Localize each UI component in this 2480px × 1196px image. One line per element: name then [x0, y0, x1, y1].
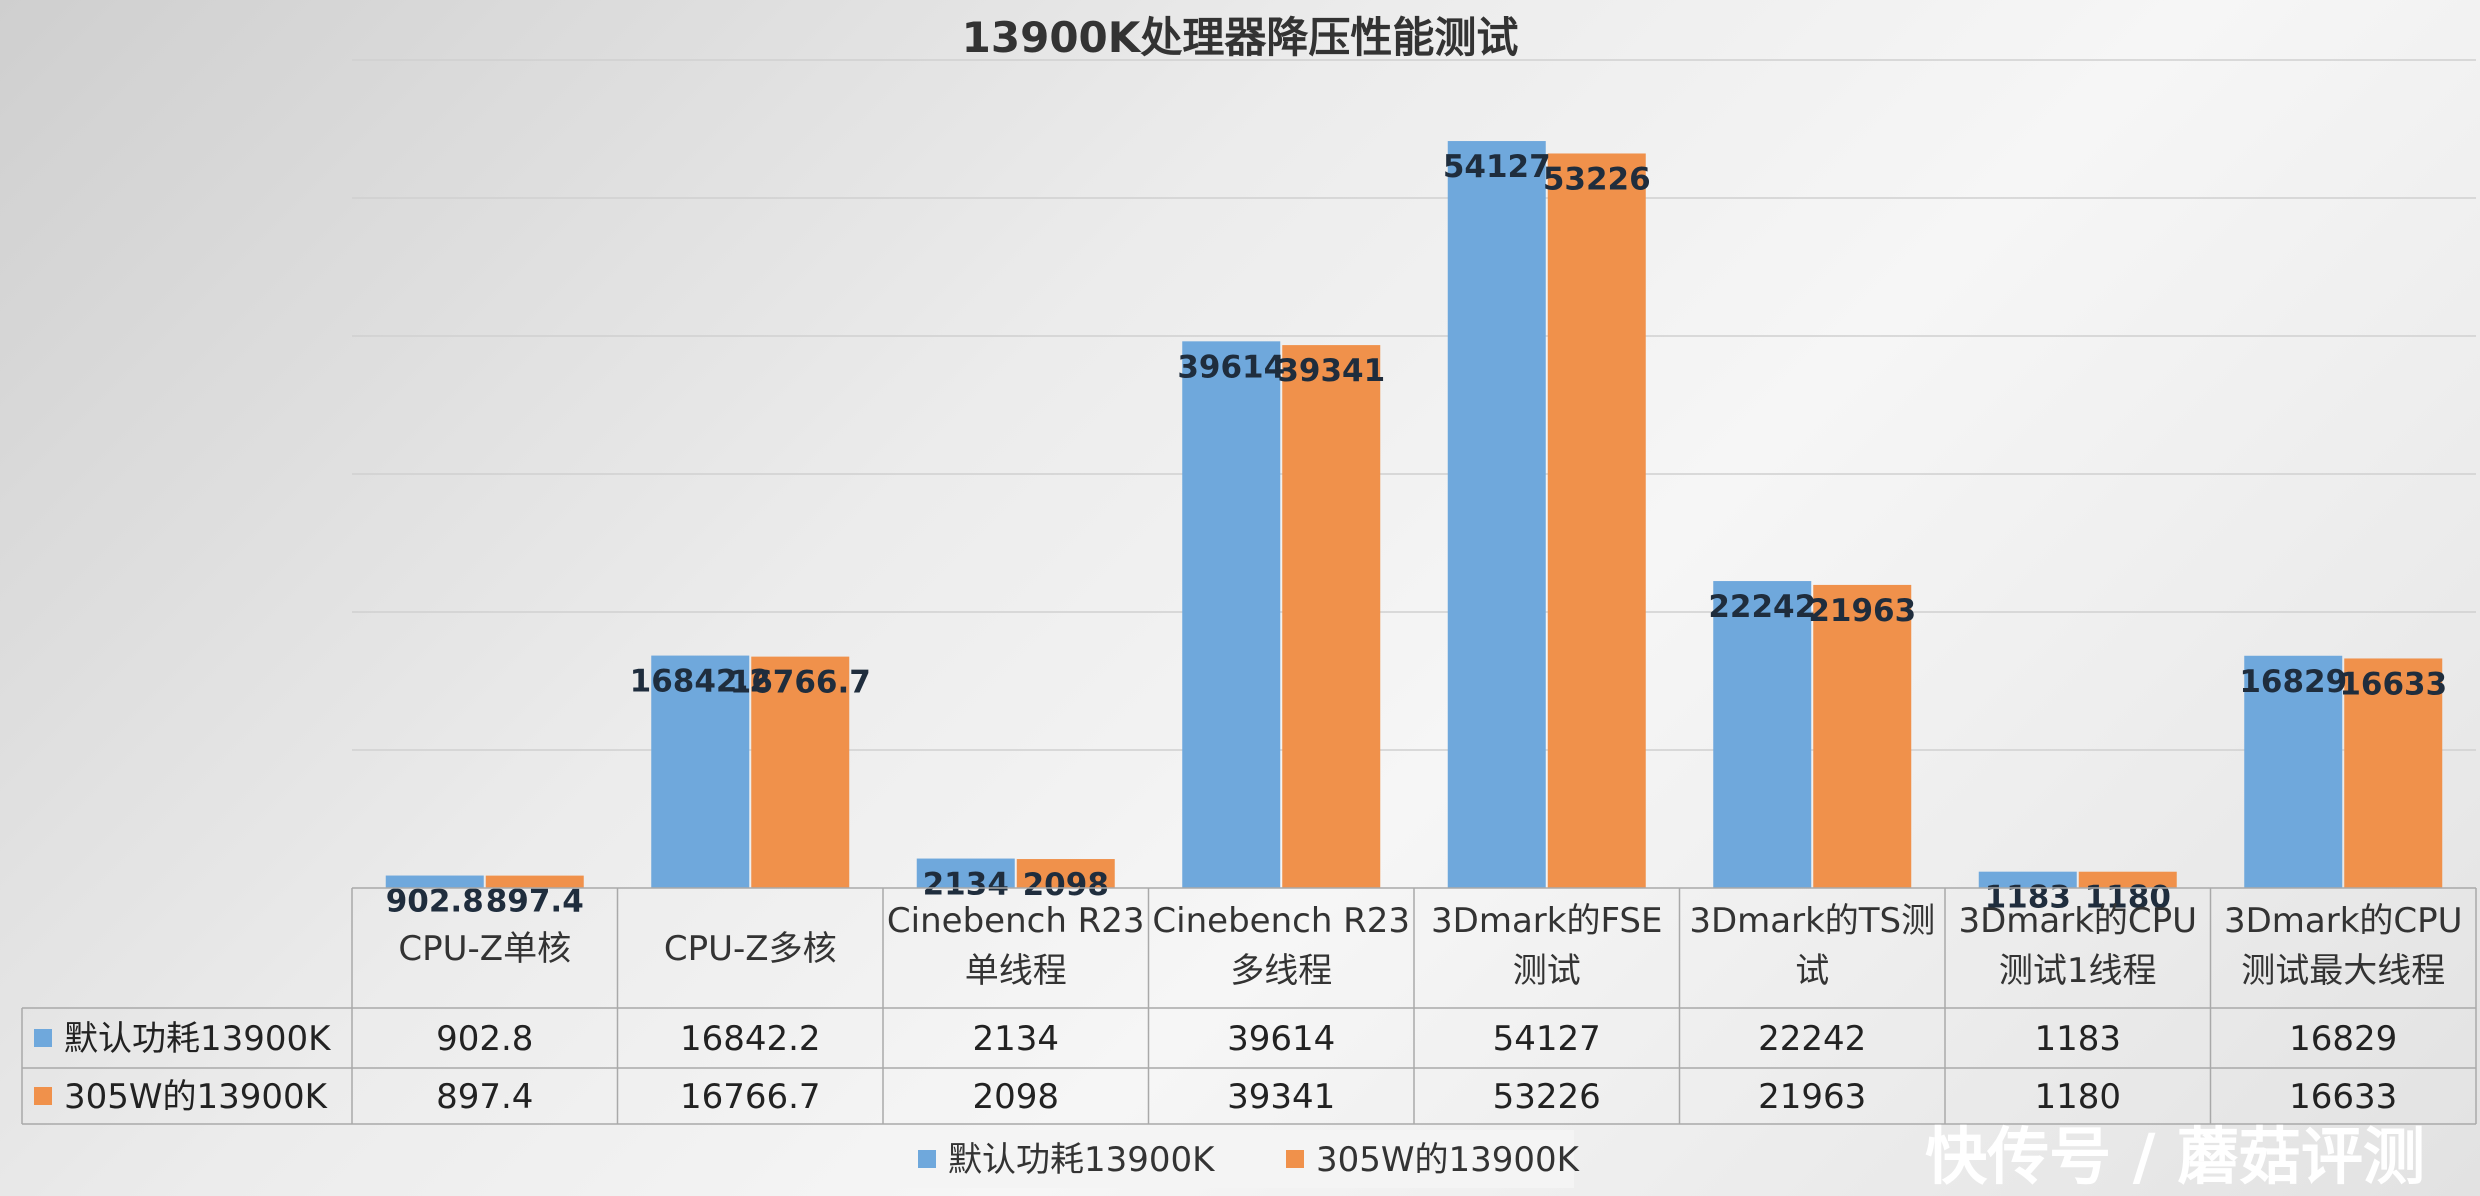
table-cell-series-1-7: 1183 — [2034, 1019, 2121, 1059]
bar-series-1-6 — [1713, 581, 1812, 888]
bar-series-2-8 — [2344, 658, 2443, 888]
category-label-5: 3Dmark的FSE 测试 — [1431, 901, 1662, 991]
table-cell-series-2-3: 2098 — [972, 1077, 1059, 1117]
table-series-name-1: 默认功耗13900K — [64, 1019, 332, 1059]
bar-series-1-3 — [916, 858, 1015, 888]
table-cell-series-1-5: 54127 — [1493, 1019, 1601, 1059]
data-label-series-2-7: 1180 — [2085, 880, 2171, 916]
bar-series-2-6 — [1813, 584, 1912, 888]
table-cell-series-1-3: 2134 — [972, 1019, 1059, 1059]
data-label-series-1-3: 2134 — [923, 867, 1009, 903]
bar-series-1-5 — [1447, 141, 1546, 889]
category-label-1: CPU-Z单核 — [398, 929, 571, 969]
bar-series-2-2 — [751, 656, 850, 888]
legend-key-series-1 — [918, 1150, 936, 1168]
data-labels: 902.8 16842.2 2134 39614 54127 22242 1183 16829… — [386, 149, 2447, 920]
table-key-series-1 — [34, 1029, 52, 1047]
bar-series-1-8 — [2244, 655, 2343, 888]
table-cell-series-1-8: 16829 — [2289, 1019, 2397, 1059]
gridlines — [352, 59, 2476, 751]
data-label-series-2-3: 2098 — [1023, 867, 1109, 903]
data-label-series-1-2: 16842.2 — [630, 664, 771, 700]
bar-series-2-4 — [1282, 345, 1381, 888]
data-table: CPU-Z单核 CPU-Z多核 Cinebench R23 单线程Cinebench … — [21, 887, 2477, 1125]
bar-series-1-7 — [1978, 871, 2077, 888]
table-cell-series-2-1: 897.4 — [436, 1077, 533, 1117]
bar-series-2-5 — [1547, 153, 1646, 888]
data-label-series-1-1: 902.8 — [386, 884, 484, 920]
data-label-series-2-8: 16633 — [2339, 666, 2447, 702]
data-label-series-1-8: 16829 — [2239, 664, 2347, 700]
bar-series-2-1 — [485, 875, 584, 888]
data-label-series-2-5: 53226 — [1543, 161, 1651, 197]
table-cell-series-1-1: 902.8 — [436, 1019, 533, 1059]
table-cell-series-2-7: 1180 — [2034, 1077, 2121, 1117]
data-label-series-1-5: 54127 — [1443, 149, 1551, 185]
category-label-4: Cinebench R23 多线程 — [1152, 901, 1410, 991]
table-cell-series-2-5: 53226 — [1493, 1077, 1601, 1117]
table-key-series-2 — [34, 1087, 52, 1105]
category-label-6: 3Dmark的TS测试 — [1689, 901, 1935, 991]
bar-series-1-2 — [651, 655, 750, 888]
legend-key-series-2 — [1286, 1150, 1304, 1168]
legend-label-series-2: 305W的13900K — [1316, 1140, 1581, 1180]
chart-title: 13900K处理器降压性能测试 — [962, 13, 1519, 62]
watermark: 快传号 / 蘑菇评测 — [1925, 1120, 2425, 1193]
legend-label-series-1: 默认功耗13900K — [948, 1140, 1216, 1180]
bar-series-2-3 — [1016, 859, 1115, 888]
bar-series-2-7 — [2078, 871, 2177, 888]
data-label-series-1-6: 22242 — [1708, 589, 1816, 625]
category-label-3: Cinebench R23 单线程 — [887, 901, 1145, 991]
table-cell-series-1-2: 16842.2 — [680, 1019, 821, 1059]
table-cell-series-1-6: 22242 — [1758, 1019, 1866, 1059]
legend: 默认功耗13900K 305W的13900K — [862, 1130, 1581, 1188]
bar-series-1-1 — [385, 875, 484, 888]
table-cell-series-1-4: 39614 — [1227, 1019, 1335, 1059]
data-label-series-2-1: 897.4 — [486, 884, 584, 920]
data-label-series-2-4: 39341 — [1277, 353, 1385, 389]
bar-series-1-4 — [1182, 341, 1281, 889]
table-series-name-2: 305W的13900K — [64, 1077, 329, 1117]
bars — [385, 141, 2443, 889]
category-label-8: 3Dmark的CPU 测试最大线程 — [2224, 901, 2463, 991]
data-label-series-2-6: 21963 — [1808, 593, 1916, 629]
table-cell-series-2-4: 39341 — [1227, 1077, 1335, 1117]
table-cell-series-2-8: 16633 — [2289, 1077, 2397, 1117]
data-label-series-1-4: 39614 — [1177, 349, 1285, 385]
category-label-2: CPU-Z多核 — [664, 929, 837, 969]
data-label-series-1-7: 1183 — [1985, 880, 2071, 916]
category-label-7: 3Dmark的CPU 测试1线程 — [1958, 901, 2197, 991]
table-cell-series-2-6: 21963 — [1758, 1077, 1866, 1117]
table-cell-series-2-2: 16766.7 — [680, 1077, 821, 1117]
data-label-series-2-2: 16766.7 — [730, 665, 871, 701]
legend-box — [862, 1130, 1574, 1188]
